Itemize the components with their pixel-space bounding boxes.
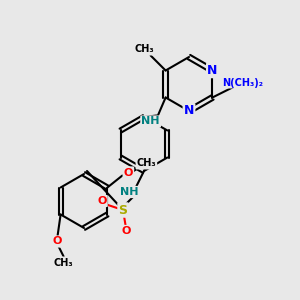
Text: S: S xyxy=(118,203,127,217)
Text: CH₃: CH₃ xyxy=(135,44,155,55)
Text: CH₃: CH₃ xyxy=(54,257,74,268)
Text: NH: NH xyxy=(120,187,138,197)
Text: O: O xyxy=(53,236,62,247)
Text: O: O xyxy=(121,226,131,236)
Text: NH: NH xyxy=(141,116,160,127)
Text: O: O xyxy=(97,196,107,206)
Text: N(CH₃)₂: N(CH₃)₂ xyxy=(222,77,263,88)
Text: N: N xyxy=(207,64,218,77)
Text: N: N xyxy=(184,104,194,118)
Text: O: O xyxy=(124,167,133,178)
Text: CH₃: CH₃ xyxy=(136,158,156,169)
